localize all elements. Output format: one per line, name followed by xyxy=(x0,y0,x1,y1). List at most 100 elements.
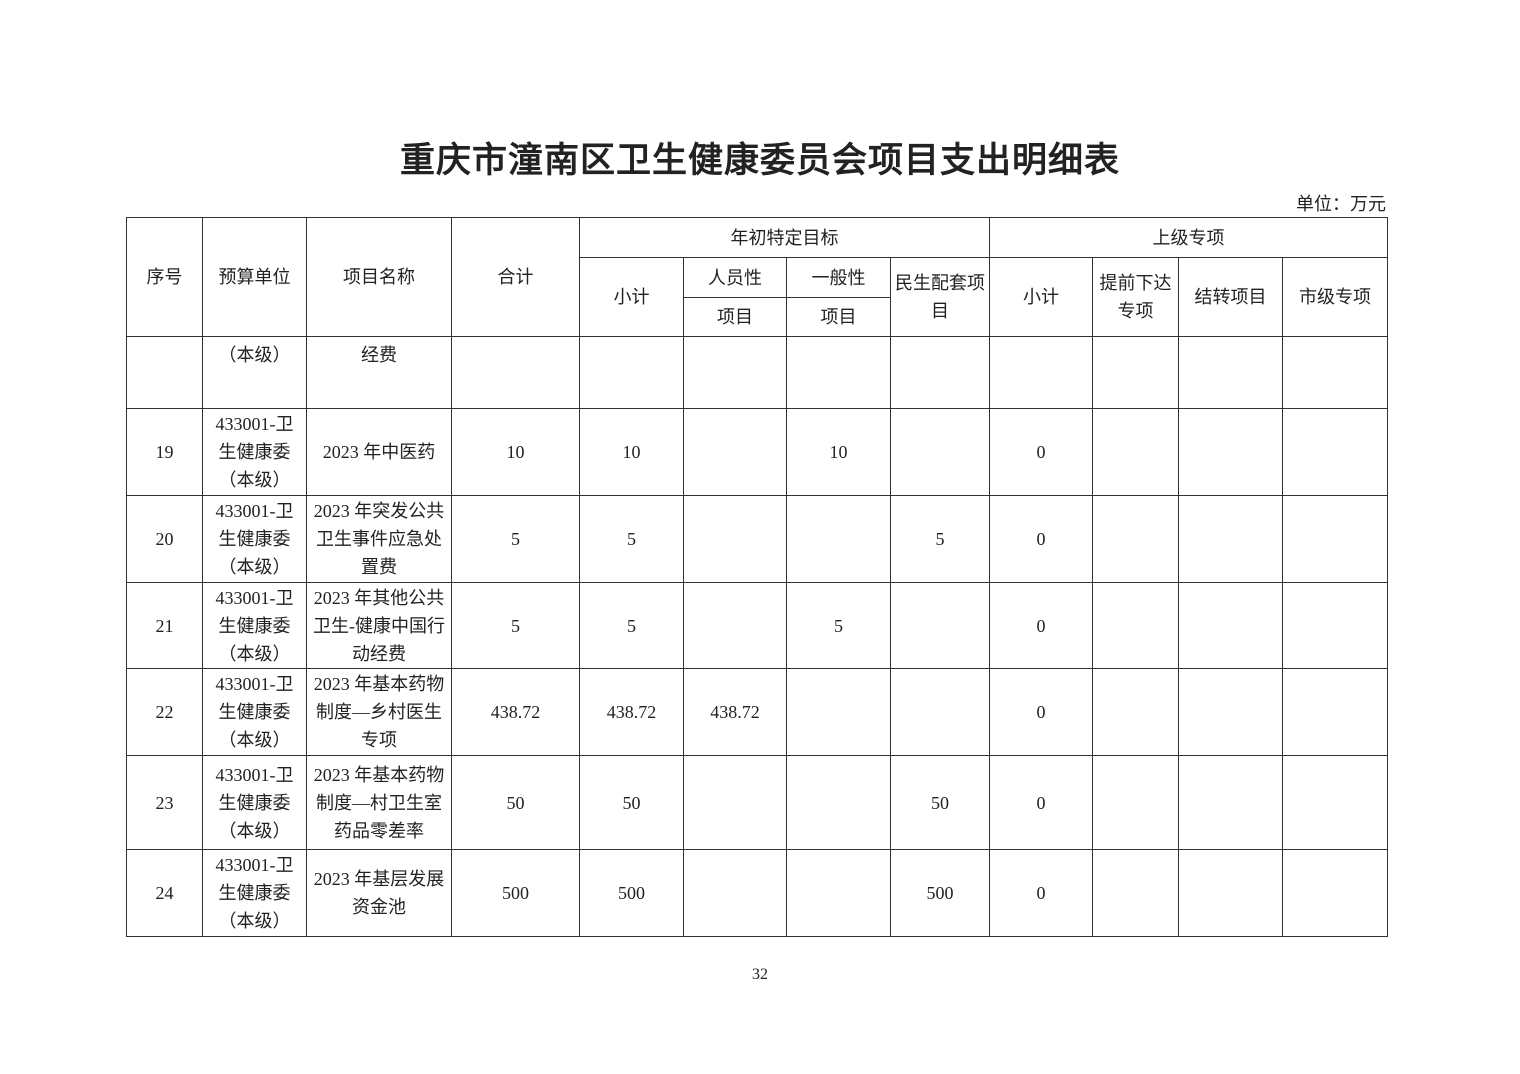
cell-seq: 19 xyxy=(126,408,203,496)
cell-general xyxy=(786,336,891,409)
header-general: 一般性 xyxy=(786,257,891,298)
header-seq: 序号 xyxy=(126,217,203,337)
cell-seq: 22 xyxy=(126,668,203,756)
cell-upper-subtotal: 0 xyxy=(989,408,1093,496)
table-row: 21 433001-卫 生健康委 （本级） 2023 年其他公共 卫生-健康中国行 动经费 5… xyxy=(126,582,1388,669)
header-carryover: 结转项目 xyxy=(1178,257,1283,337)
cell-advance xyxy=(1092,755,1179,850)
header-total: 合计 xyxy=(451,217,580,337)
cell-livelihood xyxy=(890,582,990,669)
cell-personnel xyxy=(683,849,787,937)
header-row: 项目 项目 xyxy=(127,297,1388,337)
header-budget-unit: 预算单位 xyxy=(202,217,307,337)
cell-seq: 24 xyxy=(126,849,203,937)
header-initial-targets: 年初特定目标 xyxy=(579,217,990,258)
cell-personnel xyxy=(683,408,787,496)
cell-city xyxy=(1282,408,1388,496)
cell-upper-subtotal: 0 xyxy=(989,755,1093,850)
cell-subtotal: 438.72 xyxy=(579,668,684,756)
cell-general xyxy=(786,668,891,756)
cell-total: 10 xyxy=(451,408,580,496)
cell-total: 5 xyxy=(451,582,580,669)
page-title: 重庆市潼南区卫生健康委员会项目支出明细表 xyxy=(399,141,1120,180)
cell-name: 2023 年基层发展 资金池 xyxy=(306,849,452,937)
cell-total: 50 xyxy=(451,755,580,850)
cell-livelihood: 5 xyxy=(890,495,990,583)
cell-carryover xyxy=(1178,755,1283,850)
header-upper-special: 上级专项 xyxy=(989,217,1388,258)
table-row: （本级） 经费 xyxy=(126,336,1388,409)
cell-seq: 20 xyxy=(126,495,203,583)
cell-city xyxy=(1282,668,1388,756)
header-row: 序号 预算单位 项目名称 合计 年初特定目标 上级专项 xyxy=(126,217,1388,337)
cell-upper-subtotal: 0 xyxy=(989,582,1093,669)
cell-city xyxy=(1282,495,1388,583)
cell-personnel xyxy=(683,755,787,850)
header-project-name: 项目名称 xyxy=(306,217,452,337)
cell-carryover xyxy=(1178,582,1283,669)
cell-unit: 433001-卫 生健康委 （本级） xyxy=(202,849,307,937)
cell-personnel xyxy=(683,495,787,583)
cell-name: 2023 年其他公共 卫生-健康中国行 动经费 xyxy=(306,582,452,669)
unit-label: 单位：万元 xyxy=(1296,194,1386,214)
cell-upper-subtotal xyxy=(989,336,1093,409)
cell-unit: 433001-卫 生健康委 （本级） xyxy=(202,408,307,496)
cell-total: 5 xyxy=(451,495,580,583)
cell-city xyxy=(1282,849,1388,937)
cell-subtotal: 10 xyxy=(579,408,684,496)
cell-unit: 433001-卫 生健康委 （本级） xyxy=(202,582,307,669)
cell-unit: 433001-卫 生健康委 （本级） xyxy=(202,668,307,756)
cell-seq: 21 xyxy=(126,582,203,669)
cell-advance xyxy=(1092,495,1179,583)
cell-advance xyxy=(1092,849,1179,937)
header-livelihood: 民生配套项目 xyxy=(890,257,990,337)
cell-seq: 23 xyxy=(126,755,203,850)
cell-general: 10 xyxy=(786,408,891,496)
cell-subtotal xyxy=(579,336,684,409)
cell-carryover xyxy=(1178,668,1283,756)
cell-livelihood: 50 xyxy=(890,755,990,850)
page-number: 32 xyxy=(752,966,768,983)
cell-advance xyxy=(1092,582,1179,669)
project-expense-table: 序号 预算单位 项目名称 合计 年初特定目标 上级专项 小计 人员性 一般性 民… xyxy=(126,217,1388,937)
cell-carryover xyxy=(1178,849,1283,937)
cell-name: 2023 年基本药物 制度—村卫生室 药品零差率 xyxy=(306,755,452,850)
cell-unit: 433001-卫 生健康委 （本级） xyxy=(202,755,307,850)
table-row: 23 433001-卫 生健康委 （本级） 2023 年基本药物 制度—村卫生室 药品零差率… xyxy=(126,755,1388,850)
header-personnel: 人员性 xyxy=(683,257,787,298)
cell-city xyxy=(1282,336,1388,409)
cell-livelihood xyxy=(890,336,990,409)
cell-subtotal: 50 xyxy=(579,755,684,850)
table-row: 20 433001-卫 生健康委 （本级） 2023 年突发公共 卫生事件应急处 置费 5 5 5… xyxy=(126,495,1388,583)
cell-general: 5 xyxy=(786,582,891,669)
cell-advance xyxy=(1092,336,1179,409)
header-row: 小计 人员性 一般性 民生配套项目 小计 提前下达 专项 结转项目 市级专项 xyxy=(127,257,1388,337)
cell-general xyxy=(786,755,891,850)
cell-carryover xyxy=(1178,336,1283,409)
cell-city xyxy=(1282,755,1388,850)
cell-unit: （本级） xyxy=(202,336,307,409)
cell-carryover xyxy=(1178,408,1283,496)
cell-name: 2023 年突发公共 卫生事件应急处 置费 xyxy=(306,495,452,583)
cell-upper-subtotal: 0 xyxy=(989,495,1093,583)
cell-livelihood xyxy=(890,408,990,496)
cell-personnel: 438.72 xyxy=(683,668,787,756)
cell-livelihood: 500 xyxy=(890,849,990,937)
cell-total: 438.72 xyxy=(451,668,580,756)
header-upper-subtotal: 小计 xyxy=(989,257,1093,337)
cell-total xyxy=(451,336,580,409)
table-row: 22 433001-卫 生健康委 （本级） 2023 年基本药物 制度—乡村医生 专项 438… xyxy=(126,668,1388,756)
cell-carryover xyxy=(1178,495,1283,583)
cell-unit: 433001-卫 生健康委 （本级） xyxy=(202,495,307,583)
header-subtotal: 小计 xyxy=(579,257,684,337)
cell-upper-subtotal: 0 xyxy=(989,849,1093,937)
cell-name: 2023 年基本药物 制度—乡村医生 专项 xyxy=(306,668,452,756)
cell-personnel xyxy=(683,336,787,409)
cell-advance xyxy=(1092,408,1179,496)
cell-general xyxy=(786,849,891,937)
cell-seq xyxy=(126,336,203,409)
header-advance: 提前下达 专项 xyxy=(1092,257,1179,337)
header-general-2: 项目 xyxy=(786,297,891,337)
cell-subtotal: 500 xyxy=(579,849,684,937)
cell-livelihood xyxy=(890,668,990,756)
